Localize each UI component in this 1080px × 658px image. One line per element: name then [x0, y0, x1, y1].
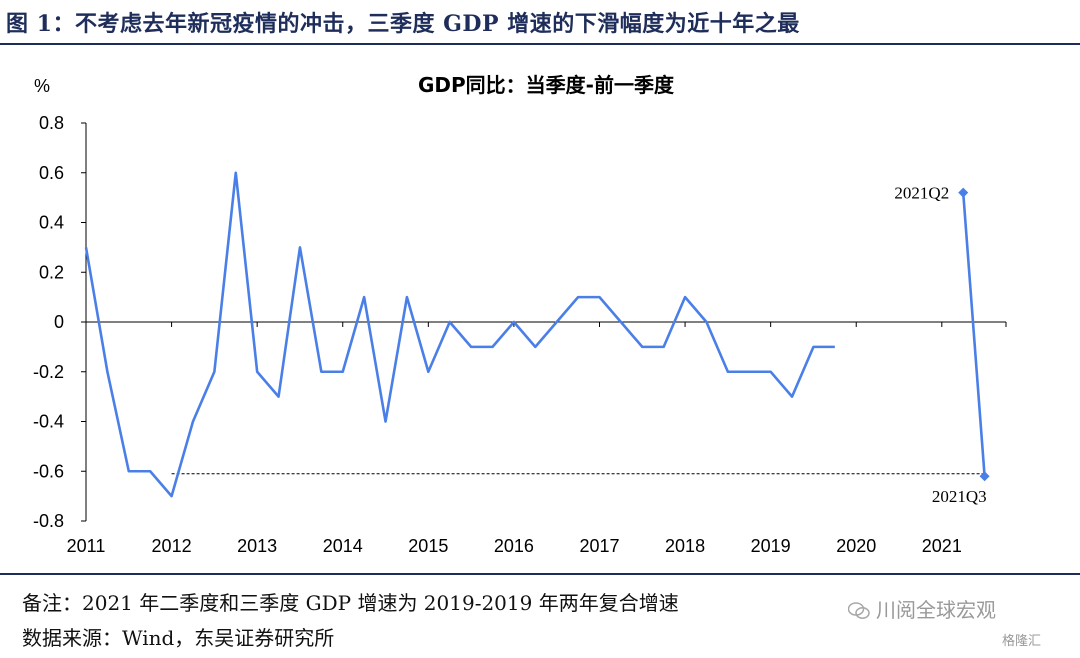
x-tick-label: 2020 — [836, 536, 876, 556]
wechat-icon — [848, 602, 870, 619]
data-point-label: 2021Q3 — [932, 487, 987, 506]
watermark-secondary: 格隆汇 — [1002, 634, 1042, 649]
data-point-marker — [979, 471, 990, 482]
x-tick-label: 2019 — [751, 536, 791, 556]
top-rule — [0, 43, 1080, 45]
bottom-rule — [0, 573, 1080, 575]
x-tick-label: 2015 — [408, 536, 448, 556]
series-line-historical — [84, 171, 835, 498]
series-line-2021 — [961, 192, 986, 477]
figure-title: 图 1：不考虑去年新冠疫情的冲击，三季度 GDP 增速的下滑幅度为近十年之最 — [6, 11, 800, 37]
y-tick-label: -0.2 — [33, 362, 64, 382]
y-tick-label: -0.4 — [33, 412, 64, 432]
y-tick-label: 0.6 — [39, 163, 64, 183]
chart-title: GDP同比：当季度-前一季度 — [418, 73, 675, 97]
y-axis-unit: % — [34, 76, 50, 96]
y-tick-label: -0.8 — [33, 511, 64, 531]
x-tick-label: 2018 — [665, 536, 705, 556]
y-tick-label: 0.2 — [39, 262, 64, 282]
watermark: 川阅全球宏观 — [848, 594, 996, 623]
data-point-label: 2021Q2 — [894, 184, 949, 203]
x-tick-label: 2017 — [579, 536, 619, 556]
x-tick-label: 2021 — [922, 536, 962, 556]
line-chart: GDP同比：当季度-前一季度% 0.8 0.6 0.4 0.2 0 -0.2 -0.4 -0.6… — [33, 73, 1007, 556]
x-tick-label: 2014 — [323, 536, 363, 556]
y-tick-label: 0.8 — [39, 113, 64, 133]
x-tick-label: 2012 — [152, 536, 192, 556]
y-tick-label: -0.6 — [33, 461, 64, 481]
y-tick-label: 0.4 — [39, 213, 64, 233]
chart-note: 备注：2021 年二季度和三季度 GDP 增速为 2019-2019 年两年复合… — [22, 591, 679, 615]
data-source: 数据来源：Wind，东吴证券研究所 — [22, 626, 335, 650]
x-tick-label: 2013 — [237, 536, 277, 556]
data-point-marker — [958, 187, 969, 198]
y-tick-label: 0 — [54, 312, 64, 332]
x-tick-label: 2011 — [67, 536, 106, 556]
x-tick-label: 2016 — [494, 536, 534, 556]
watermark-text: 川阅全球宏观 — [876, 598, 996, 622]
